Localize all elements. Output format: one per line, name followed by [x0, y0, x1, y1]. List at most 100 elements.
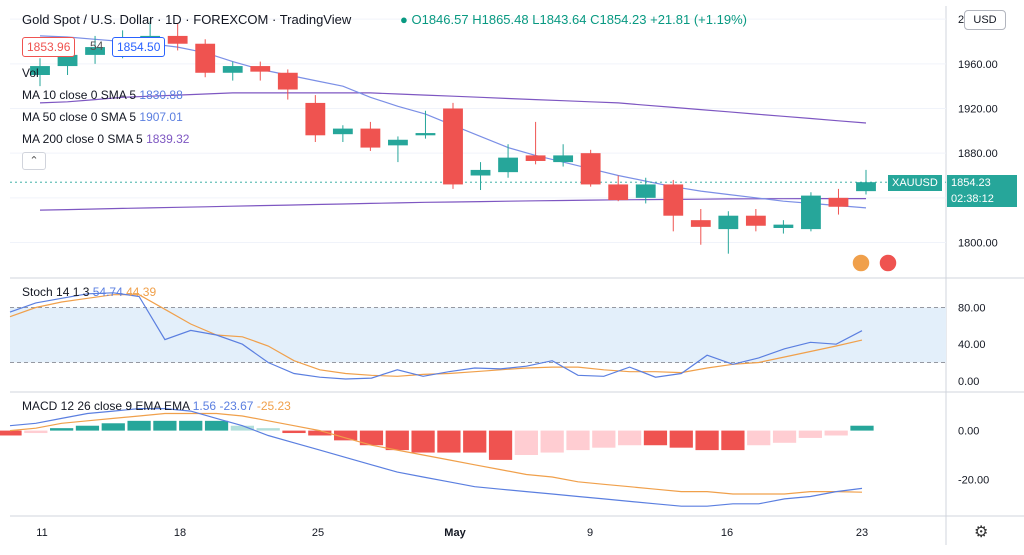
candle-body [525, 155, 546, 161]
candle-body [856, 182, 876, 192]
macd-histogram-bar [540, 430, 564, 453]
change-value: +21.81 (+1.19%) [650, 12, 747, 27]
currency-button[interactable]: USD [964, 10, 1006, 30]
macd-tick-label: -20.00 [958, 474, 989, 486]
time-tick-label: 25 [312, 527, 324, 539]
ma50-label: MA 50 close 0 SMA 5 [22, 110, 137, 124]
macd-histogram-bar [256, 428, 280, 431]
candle-body [57, 54, 78, 67]
candle-body [745, 215, 766, 226]
ask-price[interactable]: 1854.50 [112, 37, 166, 57]
stoch-legend[interactable]: Stoch 14 1 3 54.74 44.39 [22, 285, 156, 299]
macd-histogram-bar [385, 430, 409, 451]
time-tick-label: 23 [856, 527, 868, 539]
macd-histogram-bar [282, 430, 306, 434]
settings-gear-icon[interactable]: ⚙ [974, 524, 989, 541]
last-price-tag: 1854.23 [947, 175, 1017, 191]
candle-body [580, 153, 601, 185]
macd-histogram-bar [0, 430, 22, 436]
ma10-legend[interactable]: MA 10 close 0 SMA 5 1830.88 [22, 88, 183, 102]
interval-label[interactable]: 1D [165, 12, 182, 27]
macd-histogram-bar [488, 430, 513, 460]
candle-body [608, 184, 629, 201]
candle-body [388, 139, 408, 146]
macd-histogram-bar [179, 420, 203, 431]
candle-body [635, 184, 656, 198]
ma200-line [39, 198, 866, 211]
macd-histogram-bar [643, 430, 668, 446]
macd-histogram-bar [230, 425, 254, 431]
time-tick-label: 16 [721, 527, 733, 539]
high-value: H1865.48 [472, 12, 529, 27]
macd-histogram-bar [669, 430, 693, 448]
candle-body [332, 128, 353, 135]
macd-histogram-bar [204, 420, 229, 431]
macd-value: 1.56 [192, 399, 217, 413]
stoch-tick-label: 80.00 [958, 303, 986, 315]
market-open-dot: ● [400, 12, 408, 27]
ma200-label: MA 200 close 0 SMA 5 [22, 132, 143, 146]
macd-histogram-bar [359, 430, 384, 446]
candle-body [222, 66, 243, 73]
ma200-legend[interactable]: MA 200 close 0 SMA 5 1839.32 [22, 132, 189, 146]
symbol-name: Gold Spot / U.S. Dollar [22, 12, 154, 27]
price-tick-label: 1800.00 [958, 238, 998, 250]
price-tick-label: 1920.00 [958, 104, 998, 116]
event-flag-icon [878, 253, 898, 273]
stoch-band [10, 307, 946, 363]
macd-histogram-bar [411, 430, 435, 453]
candle-body [718, 215, 739, 230]
event-flag-icon [851, 253, 871, 273]
macd-histogram-bar [721, 430, 745, 451]
time-tick-label: 9 [587, 527, 593, 539]
ma50-line [39, 92, 867, 124]
ma10-label: MA 10 close 0 SMA 5 [22, 88, 137, 102]
countdown-tag: 02:38:12 [947, 191, 1017, 207]
macd-histogram-bar [308, 430, 332, 436]
macd-histogram-bar [153, 420, 177, 431]
stoch-tick-label: 0.00 [958, 376, 979, 388]
candle-body [553, 155, 574, 163]
candle-body [30, 66, 50, 75]
ohlc-readout: ● O1846.57 H1865.48 L1843.64 C1854.23 +2… [400, 12, 747, 27]
candle-body [773, 224, 794, 228]
macd-histogram-bar [798, 430, 822, 438]
collapse-legend-button[interactable]: ⌃ [22, 152, 46, 170]
ma10-value: 1830.88 [139, 88, 183, 102]
low-value: L1843.64 [532, 12, 587, 27]
symbol-tag: XAUUSD [888, 175, 942, 191]
stoch-tick-label: 40.00 [958, 339, 986, 351]
macd-tick-label: 0.00 [958, 426, 979, 438]
macd-histogram-bar [592, 430, 616, 448]
exchange-label: FOREXCOM [193, 12, 269, 27]
open-value: O1846.57 [411, 12, 469, 27]
source-label: TradingView [279, 12, 352, 27]
ma50-legend[interactable]: MA 50 close 0 SMA 5 1907.01 [22, 110, 183, 124]
stoch-label: Stoch 14 1 3 [22, 285, 90, 299]
macd-histogram-bar [824, 430, 848, 436]
macd-histogram-bar [618, 430, 642, 446]
candle-body [690, 220, 711, 227]
candle-body [277, 72, 298, 90]
spread-value: 54 [90, 39, 104, 53]
candle-body [443, 108, 463, 185]
macd-signal-line [9, 412, 863, 495]
candle-body [195, 43, 216, 73]
time-tick-label: 18 [174, 527, 186, 539]
macd-histogram-bar [695, 430, 719, 451]
macd-histogram-bar [437, 430, 461, 453]
macd-histogram-bar [334, 430, 358, 441]
macd-histogram-bar [101, 423, 125, 431]
macd-histogram-bar [514, 430, 538, 455]
macd-histogram-bar [127, 420, 151, 431]
candle-body [801, 195, 821, 230]
macd-legend[interactable]: MACD 12 26 close 9 EMA EMA 1.56 -23.67 -… [22, 399, 291, 413]
bid-price[interactable]: 1853.96 [22, 37, 76, 57]
macd-histogram-bar [850, 425, 874, 431]
stoch-d-value: 44.39 [126, 285, 157, 299]
stoch-k-value: 54.74 [92, 285, 123, 299]
ma200-value: 1839.32 [146, 132, 190, 146]
volume-legend[interactable]: Vol [22, 66, 39, 80]
stoch-k-line [9, 292, 863, 380]
